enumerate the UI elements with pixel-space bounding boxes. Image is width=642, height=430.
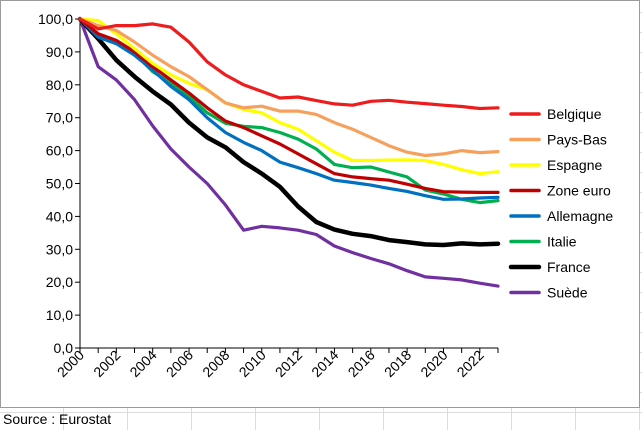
y-tick-label: 100,0 [38,11,73,27]
legend-label-allemagne: Allemagne [547,208,613,224]
y-tick-label: 70,0 [46,110,73,126]
x-tick-label: 2004 [126,347,159,380]
x-tick-label: 2020 [417,347,450,380]
legend-label-espagne: Espagne [547,157,602,173]
series-line-belgique [78,17,500,111]
source-note: Source : Eurostat [3,411,112,427]
y-axis-tick-labels: 0,0 10,0 20,0 30,0 40,0 50,0 60,0 70,0 80,0 90,0 1… [38,11,73,356]
x-axis-tick-labels: 2000 2002 2004 2006 2008 2010 2012 2014 2016 2018… [54,347,487,380]
x-tick-label: 2002 [90,347,123,380]
y-tick-label: 90,0 [46,44,73,60]
y-tick-label: 60,0 [46,143,73,159]
y-tick-label: 10,0 [46,307,73,323]
legend: Belgique Pays-Bas Espagne Zone euro Allemagn… [508,106,613,301]
series-line-espagne [78,17,500,176]
legend-label-pays-bas: Pays-Bas [547,132,607,148]
x-tick-label: 2012 [272,347,305,380]
series-line-zone-euro [78,17,500,194]
y-tick-label: 80,0 [46,77,73,93]
legend-label-italie: Italie [547,234,577,250]
series-line-pays-bas [78,17,500,158]
legend-label-france: France [547,259,591,275]
series-line-suede [78,17,500,288]
y-tick-label: 20,0 [46,274,73,290]
y-tick-label: 50,0 [46,176,73,192]
legend-label-belgique: Belgique [547,106,602,122]
axes [75,18,499,353]
y-tick-label: 0,0 [54,340,74,356]
x-tick-label: 2016 [345,347,378,380]
y-tick-label: 30,0 [46,241,73,257]
x-tick-label: 2010 [236,347,269,380]
x-tick-label: 2008 [199,347,232,380]
line-chart: 0,0 10,0 20,0 30,0 40,0 50,0 60,0 70,0 80,0 90,0 1… [38,11,613,380]
x-tick-label: 2006 [163,347,196,380]
y-tick-label: 40,0 [46,208,73,224]
series-lines [77,16,501,288]
series-line-france [77,16,501,248]
legend-label-zone-euro: Zone euro [547,183,611,199]
x-tick-label: 2018 [381,347,414,380]
series-line-allemagne [78,17,500,201]
x-tick-label: 2022 [454,347,487,380]
x-tick-label: 2014 [308,347,341,380]
legend-label-suede: Suède [547,285,588,301]
chart-area[interactable]: 0,0 10,0 20,0 30,0 40,0 50,0 60,0 70,0 80,0 90,0 1… [0,0,640,408]
